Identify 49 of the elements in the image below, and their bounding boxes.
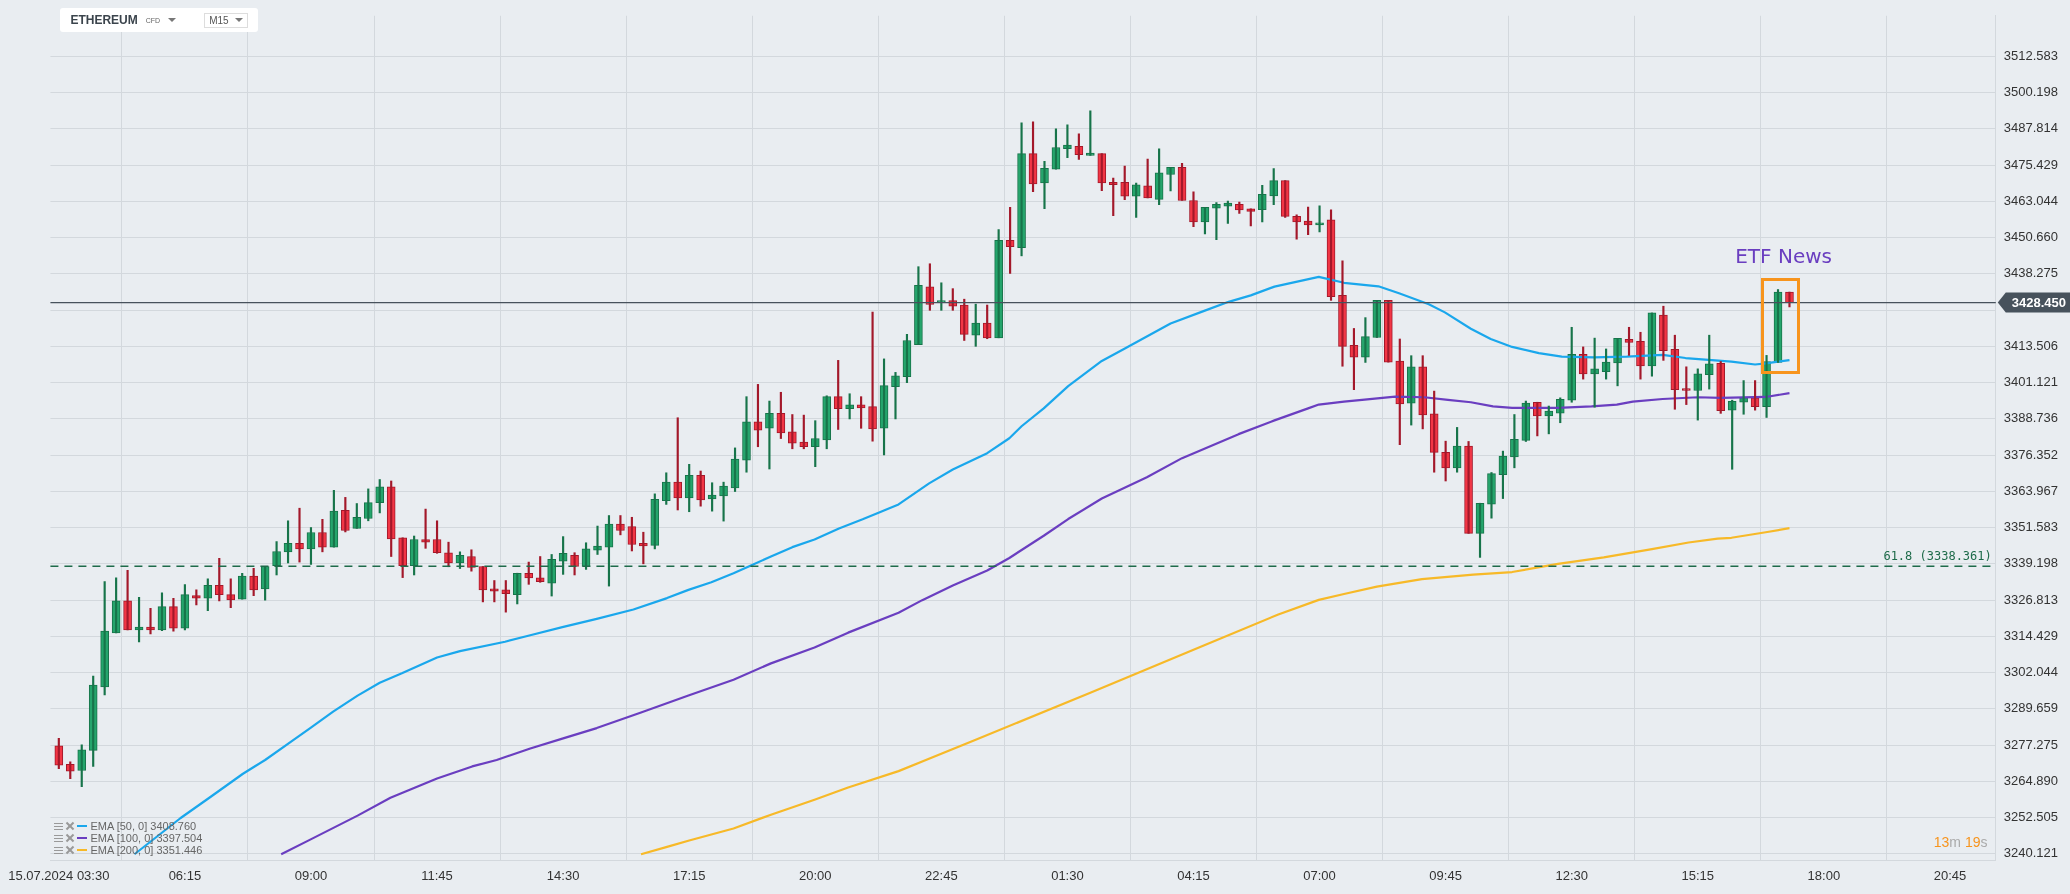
y-tick-label: 3326.813	[2003, 591, 2059, 607]
y-tick-label: 3450.660	[2003, 229, 2059, 245]
x-tick-label: 07:00	[1303, 867, 1336, 883]
x-tick-label: 06:15	[168, 867, 202, 883]
y-tick-label: 3463.044	[2003, 192, 2059, 208]
ref-line-label: 61.8 (3338.361)	[1883, 549, 1992, 564]
y-tick-label: 3487.814	[2003, 120, 2059, 136]
y-tick-label: 3500.198	[2003, 84, 2059, 100]
ref-line-label: 3428.450	[2011, 295, 2067, 311]
y-tick-label: 3339.198	[2003, 555, 2059, 571]
x-tick-label: 11:45	[421, 867, 453, 883]
x-tick-label: 12:30	[1555, 867, 1588, 883]
x-tick-label: 14:30	[546, 867, 580, 883]
x-tick-label: 17:15	[672, 867, 706, 883]
y-tick-label: 3252.505	[2003, 809, 2059, 825]
y-tick-label: 3351.583	[2003, 519, 2059, 535]
y-tick-label: 3277.275	[2003, 736, 2059, 752]
y-tick-label: 3264.890	[2003, 772, 2059, 788]
y-tick-label: 3289.659	[2003, 700, 2059, 716]
legend-label: EMA [100, 0] 3397.504	[90, 832, 203, 845]
y-tick-label: 3363.967	[2003, 482, 2059, 498]
x-tick-label: 20:00	[798, 867, 832, 883]
x-tick-label: 01:30	[1051, 867, 1084, 883]
x-tick-label: 15:15	[1681, 867, 1715, 883]
annotation: ETF News	[1735, 243, 1832, 268]
y-tick-label: 3376.352	[2003, 446, 2059, 462]
x-tick-label: 09:45	[1429, 867, 1462, 883]
x-tick-label: 22:45	[925, 867, 958, 883]
x-tick-label: 04:15	[1177, 867, 1210, 883]
y-tick-label: 3314.429	[2003, 627, 2059, 643]
annotation: 13m 19s	[1933, 834, 1988, 851]
y-tick-label: 3240.121	[2003, 845, 2059, 861]
chart-title: ETHEREUM	[70, 13, 138, 27]
x-tick-label: 15.07.2024 03:30	[8, 867, 110, 883]
candlestick	[1681, 366, 1691, 405]
y-tick-label: 3388.736	[2003, 410, 2059, 426]
y-tick-label: 3512.583	[2003, 47, 2059, 63]
y-tick-label: 3438.275	[2003, 265, 2059, 281]
x-tick-label: 20:45	[1933, 867, 1967, 883]
x-tick-label: 09:00	[294, 867, 328, 883]
y-tick-label: 3302.044	[2003, 664, 2059, 680]
candlestick	[1246, 208, 1256, 227]
y-tick-label: 3475.429	[2003, 156, 2059, 172]
annotation: M15	[209, 14, 229, 26]
x-tick-label: 18:00	[1807, 867, 1841, 883]
y-tick-label: 3401.121	[2003, 374, 2059, 390]
y-tick-label: 3413.506	[2003, 337, 2059, 353]
legend-label: EMA [200, 0] 3351.446	[90, 844, 203, 857]
candlestick	[421, 508, 430, 549]
